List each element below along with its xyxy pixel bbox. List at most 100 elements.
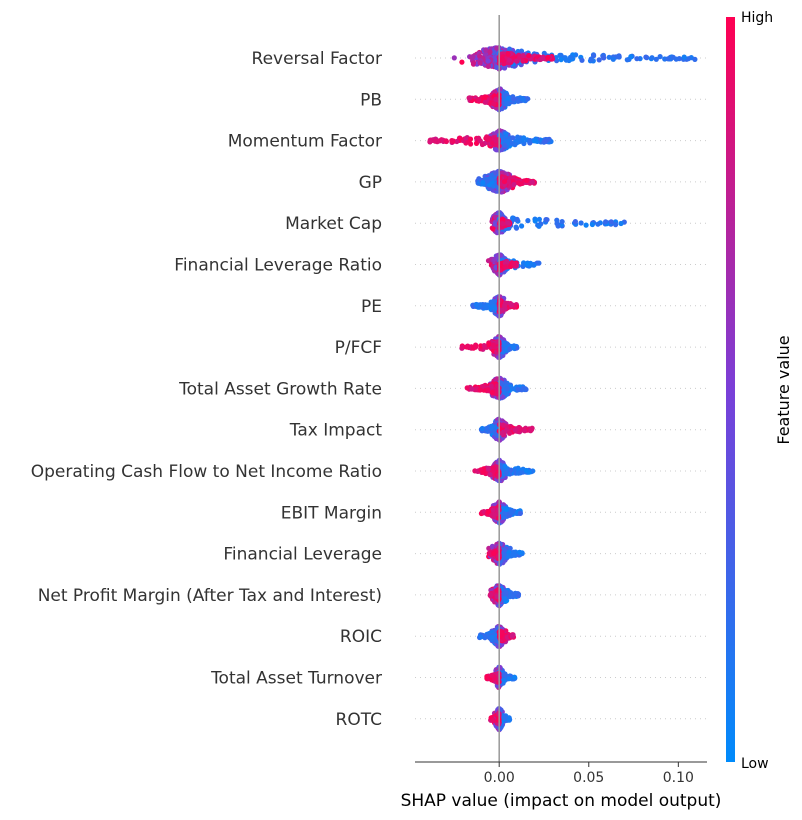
- shap-point: [487, 100, 493, 106]
- shap-point: [451, 55, 457, 61]
- shap-point: [501, 677, 507, 683]
- feature-label: Net Profit Margin (After Tax and Interes…: [38, 586, 382, 606]
- shap-point: [488, 592, 494, 598]
- shap-point: [634, 56, 640, 62]
- shap-point: [559, 219, 565, 225]
- shap-point: [449, 138, 455, 144]
- shap-point: [562, 55, 568, 61]
- shap-point: [588, 56, 594, 62]
- shap-point: [502, 596, 508, 602]
- feature-points-row: [472, 457, 536, 484]
- shap-point: [515, 180, 522, 186]
- shap-point: [495, 717, 501, 723]
- shap-point: [502, 715, 508, 721]
- shap-point: [665, 56, 671, 62]
- feature-label: Total Asset Growth Rate: [178, 379, 382, 399]
- shap-point: [486, 341, 492, 348]
- shap-point: [484, 178, 490, 184]
- shap-point: [653, 56, 659, 62]
- feature-points-row: [459, 334, 520, 360]
- shap-point: [504, 386, 510, 392]
- shap-point: [497, 664, 503, 671]
- colorbar-title: Feature value: [774, 335, 793, 444]
- shap-point: [523, 467, 529, 474]
- shap-point: [510, 215, 516, 221]
- feature-points-row: [477, 623, 517, 649]
- shap-point: [488, 425, 494, 431]
- shap-point: [484, 425, 490, 431]
- shap-point: [459, 59, 465, 65]
- shap-point: [482, 304, 488, 310]
- shap-point: [488, 299, 494, 305]
- shap-point: [501, 552, 507, 558]
- shap-point: [502, 303, 508, 309]
- shap-point: [443, 138, 449, 145]
- shap-point: [514, 216, 520, 222]
- shap-point: [489, 543, 495, 550]
- shap-point: [473, 140, 480, 146]
- shap-point: [486, 508, 492, 515]
- shap-point: [526, 52, 532, 59]
- feature-points-row: [488, 706, 513, 733]
- shap-point: [490, 226, 496, 232]
- shap-point: [510, 96, 516, 102]
- shap-point: [489, 634, 495, 640]
- shap-point: [515, 98, 521, 104]
- shap-point: [504, 138, 511, 144]
- shap-point: [512, 142, 518, 148]
- feature-points-row: [486, 540, 525, 567]
- shap-point: [536, 223, 542, 229]
- shap-point: [501, 422, 507, 428]
- shap-point: [610, 56, 616, 62]
- feature-points-row: [489, 210, 627, 236]
- shap-point: [506, 717, 512, 723]
- feature-label: Financial Leverage Ratio: [174, 256, 382, 276]
- shap-point: [494, 339, 500, 345]
- shap-point: [511, 674, 518, 680]
- shap-point: [493, 170, 499, 176]
- shap-point: [536, 216, 543, 222]
- shap-point: [523, 177, 530, 184]
- feature-label: ROIC: [340, 627, 382, 647]
- shap-point: [692, 56, 698, 63]
- shap-point: [514, 58, 520, 64]
- shap-point: [525, 218, 531, 224]
- shap-point: [681, 54, 687, 60]
- shap-point: [485, 387, 491, 393]
- shap-point: [503, 589, 509, 595]
- feature-label: EBIT Margin: [281, 503, 382, 523]
- shap-point: [484, 134, 490, 140]
- shap-point: [501, 671, 507, 678]
- shap-point: [482, 95, 488, 101]
- shap-point: [502, 142, 508, 148]
- shap-point: [427, 139, 433, 145]
- feature-label: Market Cap: [285, 214, 382, 234]
- x-axis: 0.00 0.05 0.10: [415, 761, 707, 786]
- shap-point: [567, 54, 574, 60]
- shap-point: [508, 302, 515, 308]
- feature-points-row: [484, 664, 518, 691]
- shap-point: [478, 634, 484, 640]
- feature-points-row: [478, 499, 523, 526]
- colorbar-low-label: Low: [741, 756, 769, 772]
- shap-point: [505, 51, 511, 57]
- shap-point: [503, 506, 509, 512]
- shap-point: [476, 97, 482, 103]
- shap-point: [485, 63, 491, 69]
- shap-point: [489, 672, 495, 678]
- feature-points-row: [470, 294, 520, 319]
- feature-points-row: [427, 128, 554, 153]
- shap-point: [519, 223, 525, 229]
- x-axis-title: SHAP value (impact on model output): [401, 791, 722, 811]
- shap-point: [572, 219, 579, 225]
- shap-point: [512, 427, 518, 433]
- shap-point: [473, 344, 479, 350]
- shap-point: [606, 54, 612, 60]
- shap-point: [510, 552, 516, 558]
- x-tick-label: 0.00: [484, 770, 515, 786]
- feature-label: GP: [359, 173, 382, 193]
- shap-point: [507, 545, 513, 552]
- shap-points: [427, 45, 698, 733]
